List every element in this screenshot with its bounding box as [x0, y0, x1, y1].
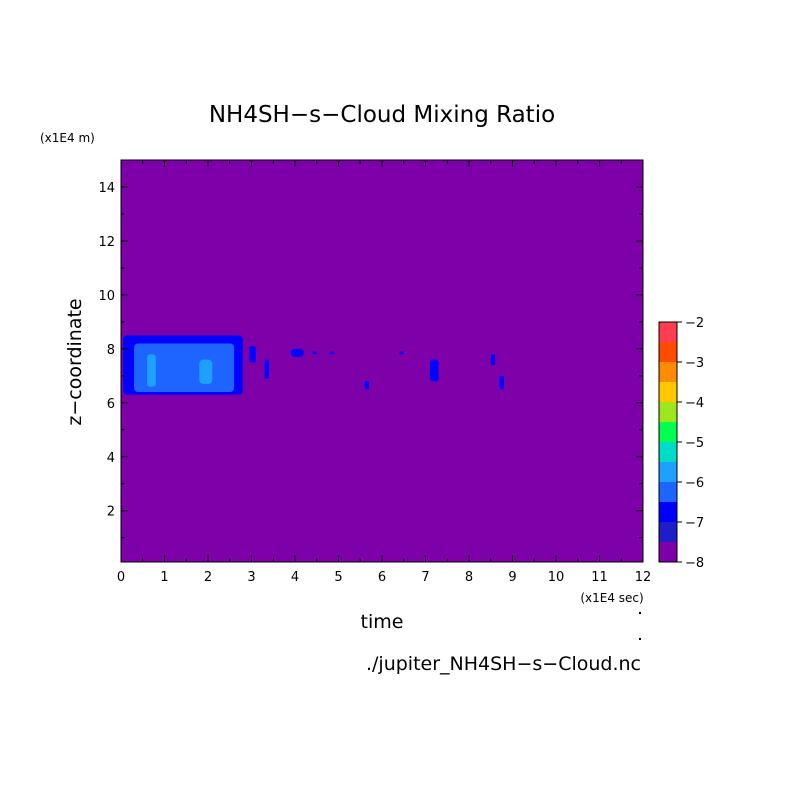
colorbar-segment [659, 422, 677, 442]
y-axis: 2 4 6 8 10 12 14 [98, 181, 643, 539]
y-tick-label: 6 [107, 397, 115, 412]
colorbar-segment [659, 482, 677, 502]
colorbar: −2 −3 −4 −5 −6 −7 −8 [658, 316, 704, 571]
cloud-region [264, 359, 269, 379]
chart-title: NH4SH−s−Cloud Mixing Ratio [209, 102, 555, 128]
cloud-region [490, 354, 496, 366]
y-tick-label: 8 [107, 343, 115, 358]
x-tick-label: 9 [508, 570, 516, 585]
y-axis-label: z−coordinate [64, 298, 86, 425]
cloud-region [290, 348, 304, 357]
colorbar-segment [659, 522, 677, 542]
cloud-region [249, 346, 256, 363]
x-tick-label: 4 [291, 570, 299, 585]
cloud-region [499, 375, 504, 390]
x-tick-label: 0 [117, 570, 125, 585]
colorbar-tick-label: −4 [685, 396, 704, 411]
x-tick-label: 8 [465, 570, 473, 585]
cloud-region [329, 351, 335, 355]
x-tick-label: 3 [247, 570, 255, 585]
colorbar-segment [659, 362, 677, 382]
x-tick-label: 12 [635, 570, 652, 585]
colorbar-segment [659, 342, 677, 362]
x-axis-label: time [361, 611, 404, 633]
y-tick-label: 4 [107, 451, 115, 466]
x-unit-label: (x1E4 sec) [580, 591, 643, 605]
colorbar-tick-label: −2 [685, 316, 704, 331]
colorbar-segment [659, 542, 677, 562]
marker-dot [639, 612, 641, 614]
cloud-region [429, 359, 439, 382]
cloud-region [147, 354, 156, 387]
colorbar-tick-label: −7 [685, 516, 704, 531]
y-tick-label: 2 [107, 505, 115, 520]
colorbar-segment [659, 322, 677, 342]
colorbar-tick-label: −6 [685, 476, 704, 491]
x-tick-label: 7 [421, 570, 429, 585]
x-tick-label: 10 [548, 570, 565, 585]
cloud-regions [123, 335, 504, 395]
source-file-label: ./jupiter_NH4SH−s−Cloud.nc [366, 653, 641, 675]
colorbar-tick-label: −5 [685, 436, 704, 451]
y-tick-label: 14 [98, 181, 115, 196]
x-tick-label: 5 [334, 570, 342, 585]
colorbar-segment [659, 502, 677, 522]
cloud-region [364, 381, 369, 390]
colorbar-tick-label: −3 [685, 356, 704, 371]
plot-area [120, 159, 644, 563]
x-axis: 0 1 2 3 4 5 6 7 8 9 10 11 12 [117, 160, 651, 585]
cloud-region [312, 351, 317, 355]
x-tick-label: 6 [378, 570, 386, 585]
colorbar-segment [659, 402, 677, 422]
y-tick-label: 12 [98, 235, 115, 250]
x-tick-label: 1 [160, 570, 168, 585]
colorbar-segment [659, 382, 677, 402]
x-tick-label: 2 [204, 570, 212, 585]
colorbar-tick-label: −8 [685, 556, 704, 571]
x-tick-label: 11 [591, 570, 608, 585]
y-unit-label: (x1E4 m) [40, 131, 95, 145]
cloud-region [199, 359, 213, 384]
cloud-region [399, 351, 404, 355]
y-tick-label: 10 [98, 289, 115, 304]
colorbar-segment [659, 462, 677, 482]
colorbar-segment [659, 442, 677, 462]
marker-dot [639, 638, 641, 640]
